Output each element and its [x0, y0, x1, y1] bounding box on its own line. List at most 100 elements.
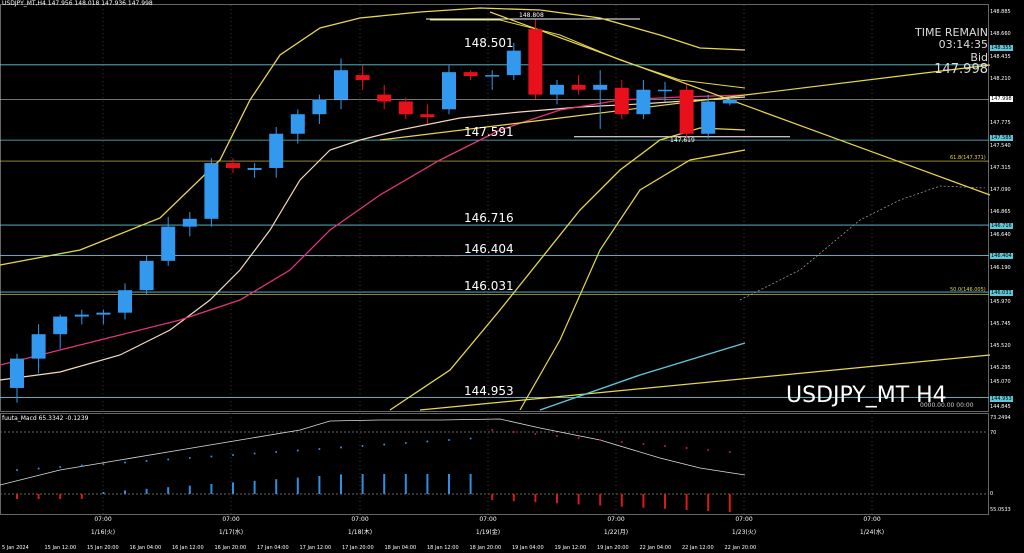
x-date-label: 5 Jan 2024 — [2, 545, 29, 551]
macd-signal-dot — [188, 457, 191, 459]
price-tick: 145.295 — [990, 365, 1011, 371]
level-label-146404: 146.404 — [464, 242, 514, 256]
macd-signal-dot — [577, 437, 580, 439]
x-date-label: 18 Jan 20:00 — [469, 545, 502, 551]
price-tick: 147.090 — [990, 187, 1011, 193]
price-tick: 148.210 — [990, 76, 1011, 82]
x-date-label: 17 Jan 20:00 — [342, 545, 374, 551]
macd-signal-dot — [620, 441, 623, 443]
macd-signal-dot — [80, 464, 83, 467]
price-tick: 146.865 — [990, 209, 1011, 215]
macd-signal-dot — [253, 452, 256, 455]
x-date-label: 17 Jan 04:00 — [257, 545, 289, 551]
price-tick: 146.190 — [990, 265, 1011, 271]
level-label-top: 148.808 — [519, 12, 544, 19]
candle-up — [312, 99, 327, 115]
macd-line — [0, 418, 746, 486]
macd-signal-dot — [426, 440, 429, 443]
price-tick: 148.660 — [990, 31, 1011, 37]
level-label-146031: 146.031 — [464, 279, 514, 293]
level-label-146716: 146.716 — [464, 211, 514, 225]
macd-signal-dot — [448, 439, 450, 441]
time-tick: 07:00 — [607, 516, 625, 523]
envelope-upper — [430, 19, 746, 89]
candle-up — [247, 167, 262, 170]
price-tag-144953: 144.953 — [990, 396, 1013, 402]
macd-signal-dot — [728, 451, 731, 453]
time-tick: 07:00 — [479, 516, 497, 523]
ohlc-readout: 147.956 148.018 147.936 147.998 — [47, 0, 153, 7]
candle-down — [679, 89, 694, 134]
candle-down — [420, 114, 435, 118]
trendline-up — [379, 64, 991, 141]
macd-signal-dot — [296, 449, 299, 452]
candle-up — [118, 290, 132, 313]
candle-down — [355, 75, 370, 80]
price-tick: 145.070 — [990, 379, 1011, 385]
candle-down — [377, 94, 392, 102]
current-price-tag: 147.998 — [990, 96, 1013, 102]
ichimoku-span — [539, 342, 746, 411]
price-tick: 147.315 — [990, 165, 1011, 171]
x-date-label: 16 Jan 04:00 — [129, 545, 162, 551]
candle-up — [722, 99, 737, 104]
symbol-label: USDJPY_MT,H4 — [2, 0, 46, 7]
x-date-label: 22 Jan 20:00 — [724, 545, 757, 551]
price-tick: 147.540 — [990, 143, 1011, 149]
time-remain-value: 03:14:35 — [938, 38, 988, 51]
price-tag-147585: 147.585 — [990, 135, 1013, 141]
date-tick: 1/24(水) — [859, 529, 885, 536]
candle-up — [550, 84, 564, 95]
macd-signal-dot — [145, 460, 148, 462]
macd-zero-readout: 0000.00.00 00:00 — [920, 402, 974, 409]
macd-signal-dot — [361, 445, 364, 447]
macd-pane-frame — [0, 413, 989, 515]
macd-signal-dot — [340, 446, 342, 449]
level-label-147619: 147.619 — [670, 137, 695, 144]
candle-up — [139, 260, 154, 291]
date-tick: 1/22(月) — [603, 529, 629, 536]
date-tick: 1/16(火) — [90, 529, 116, 536]
fib-618-label: 61.8(147.371) — [950, 155, 986, 161]
x-date-label: 19 Jan 04:00 — [512, 545, 544, 551]
candle-up — [96, 312, 111, 315]
date-tick: 1/19(金) — [475, 529, 501, 536]
time-tick: 07:00 — [863, 516, 881, 523]
fib-500-label: 50.0(146.005) — [950, 287, 986, 293]
level-label-147591: 147.591 — [464, 125, 514, 139]
level-label-148501: 148.501 — [464, 36, 514, 50]
macd-header: fuuta_Macd 65.3342 -0.1239 — [2, 415, 89, 422]
x-date-label: 19 Jan 20:00 — [597, 545, 629, 551]
price-tick: 145.970 — [990, 299, 1011, 305]
macd-signal-dot — [383, 443, 386, 446]
macd-histogram — [16, 429, 731, 513]
candle-up — [204, 163, 219, 219]
price-tick: 145.745 — [990, 321, 1011, 327]
candle-up — [593, 84, 608, 90]
candle-up — [53, 316, 68, 335]
macd-signal-dot — [102, 463, 105, 465]
candles — [10, 19, 737, 403]
chart-header: USDJPY_MT,H4 147.956 148.018 147.936 147… — [2, 0, 153, 7]
macd-signal-dot — [512, 431, 515, 433]
ema-mid — [0, 94, 746, 366]
price-tag-148355: 148.355 — [990, 45, 1013, 51]
macd-axis-tick: 55.0533 — [990, 507, 1011, 513]
candle-down — [571, 84, 586, 90]
price-tick: 147.775 — [990, 120, 1011, 126]
candle-up — [485, 75, 500, 77]
macd-signal-dot — [707, 449, 710, 451]
price-tick: 146.640 — [990, 232, 1011, 238]
date-tick: 1/17(水) — [218, 529, 244, 536]
date-tick: 1/18(木) — [347, 529, 373, 536]
macd-signal-dot — [275, 451, 278, 453]
macd-signal-dot — [469, 437, 472, 440]
candle-up — [10, 358, 24, 388]
x-date-label: 16 Jan 20:00 — [214, 545, 247, 551]
x-date-label: 22 Jan 12:00 — [682, 545, 714, 551]
candle-up — [442, 72, 456, 110]
macd-signal-dot — [404, 442, 407, 444]
price-tag-146716: 146.716 — [990, 223, 1013, 229]
candle-up — [506, 50, 521, 76]
